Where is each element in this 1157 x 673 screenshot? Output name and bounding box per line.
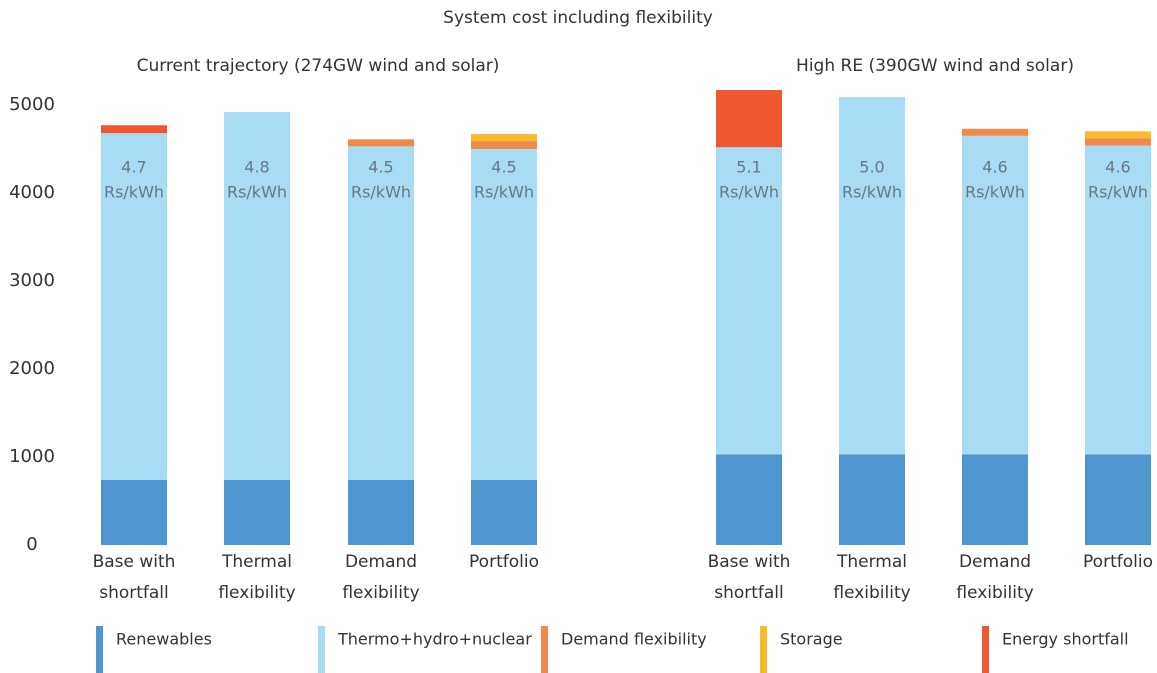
bar-segment bbox=[962, 128, 1028, 136]
cost-label: 4.5 bbox=[368, 158, 393, 177]
panel-title: Current trajectory (274GW wind and solar… bbox=[137, 56, 500, 76]
legend-label: Energy shortfall bbox=[1002, 630, 1129, 649]
cost-label: 5.1 bbox=[736, 158, 761, 177]
bar-segment bbox=[839, 97, 905, 455]
bar-segment bbox=[1085, 454, 1151, 545]
legend-label: Thermo+hydro+nuclear bbox=[337, 630, 532, 649]
cost-unit: Rs/kWh bbox=[104, 183, 164, 202]
cost-unit: Rs/kWh bbox=[719, 183, 779, 202]
main-title: System cost including flexibility bbox=[443, 8, 713, 28]
bar-segment bbox=[839, 454, 905, 545]
x-tick-label: Base with shortfall bbox=[92, 552, 176, 603]
bar-segment bbox=[716, 147, 782, 455]
cost-label: 4.6 bbox=[1105, 158, 1130, 177]
legend-swatch bbox=[96, 626, 103, 673]
bar-segment bbox=[348, 146, 414, 480]
cost-label: 4.5 bbox=[491, 158, 516, 177]
bar-segment bbox=[471, 479, 537, 545]
bar-segment bbox=[101, 125, 167, 134]
x-tick-label: Portfolio bbox=[1083, 552, 1153, 572]
cost-label: 4.7 bbox=[121, 158, 146, 177]
x-tick-label: Thermal flexibility bbox=[218, 552, 296, 603]
x-tick-label: Base with shortfall bbox=[707, 552, 791, 603]
bar-segment bbox=[962, 135, 1028, 455]
cost-unit: Rs/kWh bbox=[842, 183, 902, 202]
legend-swatch bbox=[982, 626, 989, 673]
bar-segment bbox=[1085, 145, 1151, 455]
panel-title: High RE (390GW wind and solar) bbox=[796, 56, 1074, 76]
legend-label: Demand flexibility bbox=[561, 630, 707, 649]
cost-unit: Rs/kWh bbox=[1088, 183, 1148, 202]
legend-swatch bbox=[318, 626, 325, 673]
bar-segment bbox=[1085, 131, 1151, 139]
legend-swatch bbox=[760, 626, 767, 673]
bar-segment bbox=[224, 112, 290, 480]
legend-label: Renewables bbox=[116, 630, 212, 649]
bar-segment bbox=[101, 133, 167, 480]
y-tick-label: 1000 bbox=[9, 446, 55, 467]
cost-unit: Rs/kWh bbox=[351, 183, 411, 202]
cost-unit: Rs/kWh bbox=[965, 183, 1025, 202]
cost-unit: Rs/kWh bbox=[227, 183, 287, 202]
bar-segment bbox=[1085, 138, 1151, 146]
bar-segment bbox=[471, 134, 537, 142]
y-tick-label: 4000 bbox=[9, 182, 55, 203]
x-tick-label: Thermal flexibility bbox=[833, 552, 911, 603]
bar-segment bbox=[101, 479, 167, 545]
legend-label: Storage bbox=[780, 630, 843, 649]
x-tick-label: Demand flexibility bbox=[956, 552, 1034, 603]
cost-label: 4.8 bbox=[244, 158, 269, 177]
bar-segment bbox=[716, 454, 782, 545]
bar-segment bbox=[962, 454, 1028, 545]
bar-segment bbox=[716, 90, 782, 148]
cost-label: 4.6 bbox=[982, 158, 1007, 177]
bar-segment bbox=[224, 479, 290, 545]
cost-label: 5.0 bbox=[859, 158, 884, 177]
x-tick-label: Portfolio bbox=[469, 552, 539, 572]
bar-segment bbox=[348, 479, 414, 545]
x-tick-label: Demand flexibility bbox=[342, 552, 420, 603]
legend-swatch bbox=[541, 626, 548, 673]
y-tick-label: 0 bbox=[26, 534, 37, 555]
bar-segment bbox=[348, 139, 414, 147]
cost-unit: Rs/kWh bbox=[474, 183, 534, 202]
y-tick-label: 5000 bbox=[9, 94, 55, 115]
bar-segment bbox=[471, 149, 537, 480]
y-tick-label: 3000 bbox=[9, 270, 55, 291]
y-tick-label: 2000 bbox=[9, 358, 55, 379]
bar-segment bbox=[471, 141, 537, 149]
